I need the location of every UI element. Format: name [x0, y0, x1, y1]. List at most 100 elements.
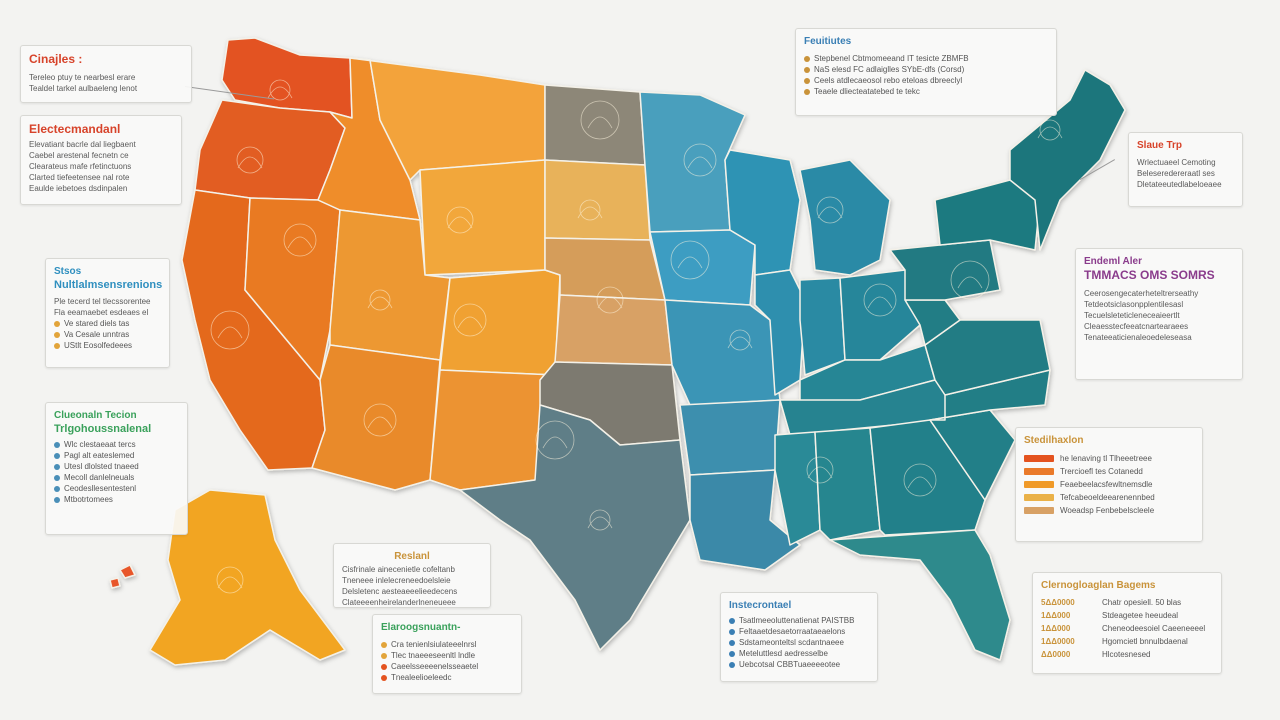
illustration-doodle: [1037, 126, 1063, 139]
star-icon: [804, 66, 810, 73]
illustration-doodle: [210, 310, 250, 350]
dot-icon: [729, 650, 735, 657]
statistics-row: Tefcabeoeldeearenennbed: [1024, 491, 1194, 504]
features-row: Stepbenel Cbtmomeeand IT tesicte ZBMFB: [804, 53, 1048, 64]
economics-panel: Elaroogsnuantn- Cra tenienlsiulateeelnrs…: [372, 614, 522, 694]
illustration-doodle: [957, 276, 983, 289]
demographics-value: 1ΔΔ000: [1041, 624, 1071, 633]
features-text: Teaele dliecteatatebed te tekc: [814, 87, 920, 96]
festival-line: Cisfrinale ainecenietle cofeltanb: [342, 565, 455, 574]
features-text: Ceels atdlecaeosol rebo eteloas dbreecly…: [814, 76, 963, 85]
education-bullet-text: Wlc clestaeaat tercs: [64, 440, 136, 449]
statistics-text: Woeadsp Fenbebelscleele: [1060, 506, 1155, 515]
festival-line: Tneneee inlelecreneedoelsleie: [342, 576, 451, 585]
state-oh: [839, 269, 921, 361]
infrastructure-row: Tsatlmeeoluttenatienat PAISTBB: [729, 615, 869, 626]
state-ak: [149, 489, 346, 666]
illustration-doodle: [267, 86, 293, 99]
education-bullet: Utesl dlolsted tnaeed: [54, 461, 179, 472]
demographics-value: 1ΔΔ0000: [1041, 637, 1075, 646]
economics-row: Tlec tnaeeeseenltl lndle: [381, 650, 513, 661]
tips-title: Slaue Trp: [1137, 140, 1183, 151]
demographics-row: ΔΔ0000 Hlcotesnesed: [1041, 648, 1213, 661]
education-bullet: Mecoll danlelneuals: [54, 472, 179, 483]
nature-bullet: Ve stared diels tas: [54, 318, 161, 329]
illustration-doodle: [587, 116, 613, 129]
legend-swatch: [1024, 468, 1054, 475]
education-bullet-text: Pagl alt eateslemed: [64, 451, 135, 460]
challenges-line: Tealdel tarkel aulbaeleng lenot: [29, 84, 138, 93]
tips-line: Wrlectuaeel Cemoting: [1137, 158, 1216, 167]
illustration-doodle: [283, 223, 317, 257]
statistics-text: Feaebeelacsfewltnemsdle: [1060, 480, 1153, 489]
state-or: [194, 99, 346, 201]
demographics-text: Chatr opesiell. 50 blas: [1102, 598, 1182, 607]
events-line: Tetdeotsiclasonpplentilesasl: [1084, 300, 1184, 309]
education-panel: Clueonaln Tecion Trlgohoussnalenal Wlc c…: [45, 402, 188, 535]
events-title: Endeml Aler: [1084, 256, 1142, 267]
statistics-text: Tefcabeoeldeearenennbed: [1060, 493, 1155, 502]
education-bullet-text: Ceodesllesentestenl: [64, 484, 137, 493]
state-ms: [774, 431, 821, 546]
state-al: [814, 427, 881, 541]
illustration-doodle: [677, 256, 703, 269]
environment-panel: Electecmandanl Elevatiant bacrle dal lie…: [20, 115, 182, 205]
statistics-panel: Stedilhaxlon he lenaving tl Tlheeetreee …: [1015, 427, 1203, 542]
illustration-doodle: [903, 463, 937, 497]
leaf-icon: [54, 331, 60, 338]
education-bullet-text: Mecoll danlelneuals: [64, 473, 135, 482]
state-ks: [554, 294, 673, 366]
festival-line: Delsletenc aesteaeeelieedecens: [342, 587, 458, 596]
infrastructure-row: Meteluttlesd aedresselbe: [729, 648, 869, 659]
state-hi: [109, 564, 136, 589]
state-pa: [889, 239, 1001, 301]
illustration-doodle: [729, 329, 751, 351]
illustration-doodle: [596, 286, 624, 314]
legend-swatch: [1024, 507, 1054, 514]
illustration-doodle: [453, 303, 487, 337]
dot-icon: [54, 485, 60, 492]
illustration-doodle: [670, 240, 710, 280]
legend-swatch: [1024, 481, 1054, 488]
illustration-doodle: [806, 456, 834, 484]
festival-line: Clateeeenheirelanderlneneueee: [342, 598, 456, 607]
illustration-doodle: [579, 199, 601, 221]
education-title: Clueonaln Tecion: [54, 410, 137, 421]
demographics-row: 1ΔΔ000 Stdeagetee heeudeal: [1041, 609, 1213, 622]
demographics-text: Hgomcietl bnnulbdaenal: [1102, 637, 1188, 646]
statistics-row: he lenaving tl Tlheeetreee: [1024, 452, 1194, 465]
nature-subtitle: Nultlalmsensrenions: [54, 279, 163, 291]
illustration-doodle: [535, 420, 575, 460]
illustration-doodle: [727, 336, 753, 349]
challenges-panel: Cinajles : Tereleo ptuy te nearbesl erar…: [20, 45, 192, 103]
state-fl: [829, 529, 1011, 661]
economics-text: Caeelsseeeenelsseaetel: [391, 662, 479, 671]
illustration-doodle: [367, 296, 393, 309]
demographics-value: ΔΔ0000: [1041, 650, 1071, 659]
illustration-doodle: [587, 516, 613, 529]
demographics-title: Clernogloaglan Bagems: [1041, 580, 1156, 591]
state-ia: [649, 229, 756, 306]
events-line: Tenateeaticienaleoedeleseasa: [1084, 333, 1192, 342]
environment-line: Eaulde iebetoes dsdinpalen: [29, 184, 128, 193]
leaf-icon: [54, 320, 60, 327]
demographics-row: 1ΔΔ000 Cheneodeesoiel Caeeneeeel: [1041, 622, 1213, 635]
education-bullet-text: Mtbotrtomees: [64, 495, 113, 504]
demographics-row: 5ΔΔ0000 Chatr opesiell. 50 blas: [1041, 596, 1213, 609]
illustration-doodle: [542, 436, 568, 449]
dot-icon: [381, 674, 387, 681]
features-title: Feuitiutes: [804, 36, 852, 47]
environment-line: Clearateus mafe rfetinctuons: [29, 162, 132, 171]
illustration-doodle: [367, 416, 393, 429]
dot-icon: [729, 639, 735, 646]
illustration-doodle: [446, 206, 474, 234]
star-icon: [804, 77, 810, 84]
state-ne: [544, 237, 666, 301]
legend-swatch: [1024, 455, 1054, 462]
events-panel: Endeml Aler TMMACS OMS SOMRS Ceerosengec…: [1075, 248, 1243, 380]
tips-panel: Slaue Trp Wrlectuaeel Cemoting Belesered…: [1128, 132, 1243, 207]
demographics-text: Hlcotesnesed: [1102, 650, 1151, 659]
economics-text: Cra tenienlsiulateeelnrsl: [391, 640, 477, 649]
tips-line: Dletateeutedlabeloeaee: [1137, 180, 1222, 189]
illustration-doodle: [447, 216, 473, 229]
